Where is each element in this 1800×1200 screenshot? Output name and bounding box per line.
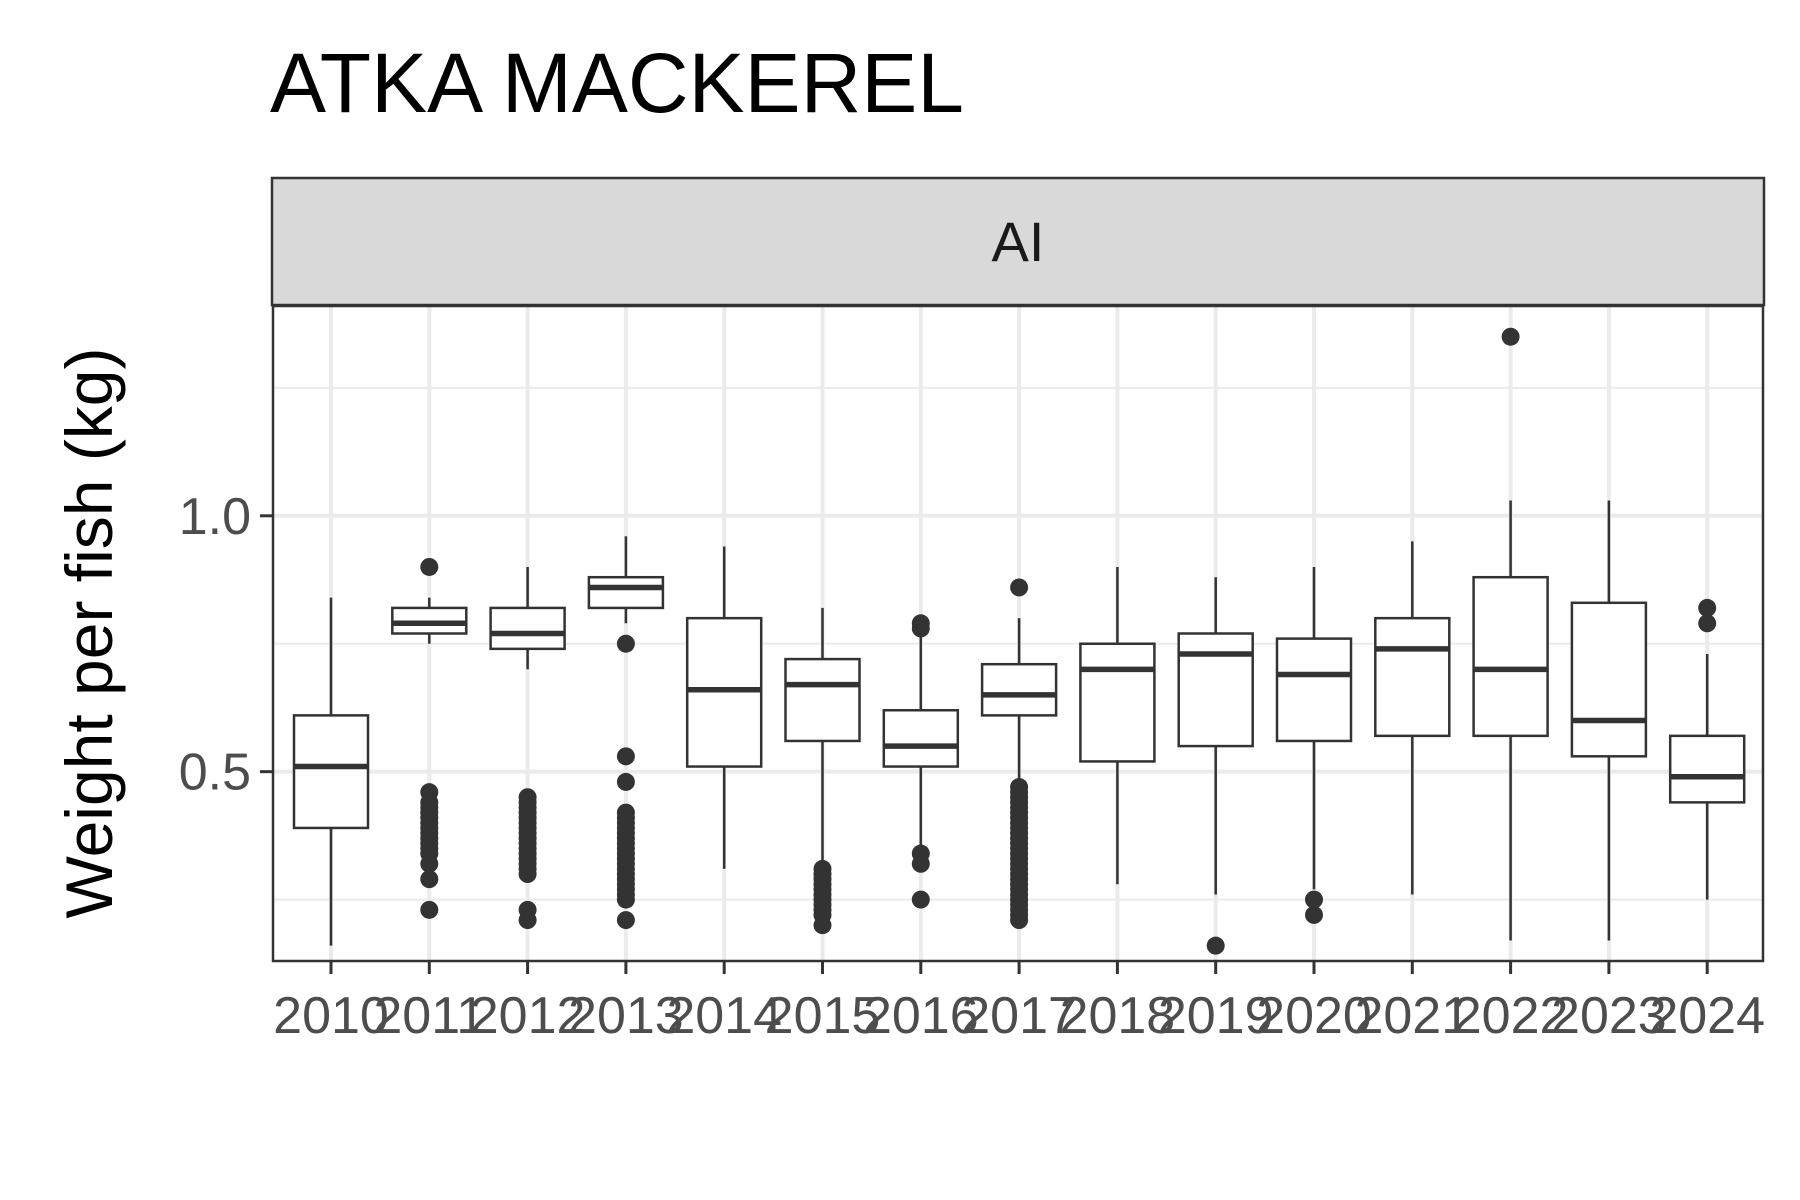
- box-iqr: [1472, 575, 1549, 738]
- box-2019: [1177, 577, 1254, 955]
- box-2024: [1668, 598, 1746, 900]
- x-tick-label: 2013: [568, 987, 684, 1045]
- box-2013: [587, 536, 665, 930]
- box-2010: [292, 597, 370, 946]
- outlier-point: [1206, 936, 1225, 955]
- outlier-point: [813, 916, 832, 935]
- box-iqr: [1570, 601, 1648, 758]
- chart-title: ATKA MACKEREL: [270, 36, 964, 130]
- box-2016: [882, 614, 960, 909]
- x-tick-label: 2023: [1551, 987, 1667, 1045]
- x-tick-label: 2018: [1060, 987, 1176, 1045]
- box-iqr: [1275, 637, 1353, 743]
- outlier-point: [911, 619, 930, 638]
- x-tick-label: 2012: [470, 987, 586, 1045]
- box-iqr: [980, 662, 1058, 717]
- y-tick-label: 1.0: [179, 488, 251, 546]
- outlier-point: [616, 747, 635, 766]
- box-2020: [1275, 566, 1353, 924]
- x-tick-label: 2015: [765, 987, 881, 1045]
- outlier-point: [420, 870, 439, 889]
- box-iqr: [784, 657, 861, 743]
- box-2021: [1374, 541, 1451, 895]
- box-2018: [1079, 566, 1156, 885]
- outlier-point: [616, 911, 635, 930]
- facet-strip: [270, 176, 1766, 307]
- x-tick-label: 2017: [961, 987, 1077, 1045]
- box-2017: [980, 578, 1058, 930]
- box-2011: [391, 557, 468, 919]
- outlier-point: [518, 911, 537, 930]
- box-iqr: [1374, 616, 1451, 738]
- outlier-point: [1698, 614, 1717, 633]
- outlier-point: [1010, 911, 1029, 930]
- box-2022: [1472, 327, 1549, 941]
- outlier-point: [420, 900, 439, 919]
- x-tick-label: 2022: [1453, 987, 1569, 1045]
- box-iqr: [489, 606, 566, 651]
- x-tick-label: 2014: [666, 987, 782, 1045]
- outlier-point: [616, 634, 635, 653]
- box-plots: [292, 327, 1746, 955]
- outlier-point: [1698, 598, 1717, 617]
- box-2015: [784, 607, 861, 935]
- outlier-point: [616, 772, 635, 791]
- outlier-point: [1305, 905, 1323, 924]
- outlier-point: [420, 854, 439, 873]
- outlier-point: [1305, 890, 1323, 909]
- x-tick-label: 2016: [863, 987, 979, 1045]
- x-tick-label: 2011: [373, 987, 485, 1045]
- y-axis-label: Weight per fish (kg): [52, 348, 126, 919]
- box-iqr: [292, 714, 370, 830]
- outlier-point: [911, 890, 930, 909]
- x-tick-label: 2024: [1649, 987, 1765, 1045]
- box-iqr: [1668, 734, 1746, 804]
- outlier-point: [616, 890, 635, 909]
- box-2023: [1570, 500, 1648, 941]
- x-tick-label: 2010: [273, 987, 389, 1045]
- box-iqr: [587, 575, 665, 610]
- box-2012: [489, 566, 566, 930]
- outlier-point: [1010, 578, 1029, 597]
- x-axis: 2010201120122013201420152016201720182019…: [273, 961, 1765, 1045]
- box-iqr: [1177, 632, 1254, 748]
- outlier-point: [911, 854, 930, 873]
- box-iqr: [882, 709, 960, 768]
- y-tick-label: 0.5: [179, 744, 251, 802]
- y-axis: 0.5 1.0: [179, 488, 273, 802]
- box-iqr: [1079, 642, 1156, 763]
- outlier-point: [420, 557, 439, 576]
- facet-label: AI: [992, 210, 1045, 273]
- x-tick-label: 2021: [1354, 987, 1470, 1045]
- box-2014: [685, 546, 763, 869]
- outlier-point: [1501, 327, 1520, 346]
- x-tick-label: 2019: [1158, 987, 1274, 1045]
- outlier-point: [518, 865, 537, 884]
- x-tick-label: 2020: [1256, 987, 1372, 1045]
